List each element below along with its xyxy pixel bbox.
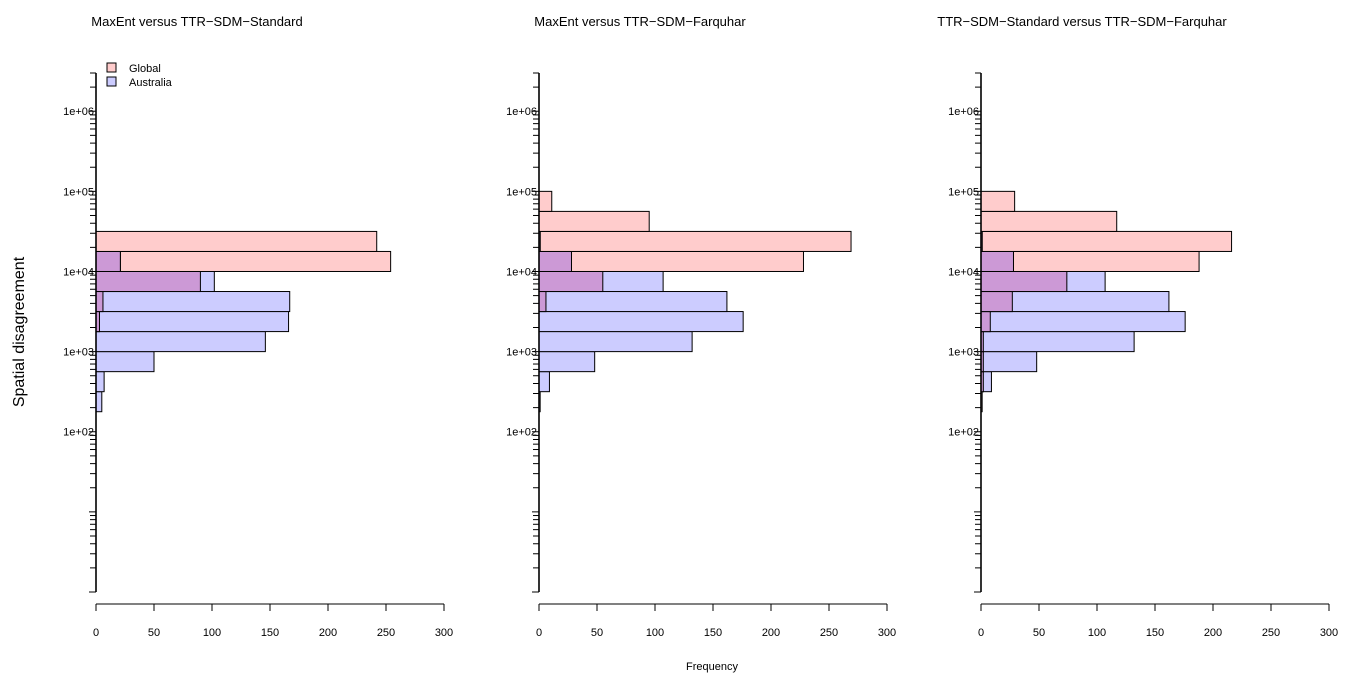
x-tick-label: 250 bbox=[1262, 627, 1280, 639]
x-tick-label: 50 bbox=[1033, 627, 1045, 639]
legend-label-australia: Australia bbox=[129, 77, 173, 89]
legend-swatch-australia bbox=[106, 76, 117, 87]
panel-title: MaxEnt versus TTR−SDM−Standard bbox=[91, 14, 302, 29]
bar-global bbox=[980, 190, 1016, 212]
x-tick-label: 150 bbox=[704, 627, 722, 639]
bar-australia bbox=[95, 371, 105, 393]
y-tick-label: 1e+03 bbox=[506, 347, 537, 359]
x-tick-label: 300 bbox=[1320, 627, 1338, 639]
bar-australia bbox=[538, 371, 550, 393]
bar-overlap bbox=[538, 250, 572, 272]
bar-australia bbox=[980, 311, 1186, 333]
bar-australia bbox=[538, 291, 728, 313]
y-tick-label: 1e+05 bbox=[948, 186, 979, 198]
bar-overlap bbox=[95, 291, 104, 313]
panel-maxent-vs-farquhar: MaxEnt versus TTR−SDM−Farquhar 1e+02 1e+03… bbox=[506, 14, 896, 639]
y-tick-label: 1e+06 bbox=[63, 106, 94, 118]
x-tick-label: 100 bbox=[203, 627, 221, 639]
bar-global bbox=[980, 210, 1118, 232]
panel-standard-vs-farquhar: TTR−SDM−Standard versus TTR−SDM−Farquhar… bbox=[937, 14, 1338, 639]
bar-overlap bbox=[538, 291, 547, 313]
x-tick-label: 200 bbox=[1204, 627, 1222, 639]
bar-global bbox=[538, 250, 804, 272]
panel-title: TTR−SDM−Standard versus TTR−SDM−Farquhar bbox=[937, 14, 1227, 29]
y-tick-label: 1e+05 bbox=[63, 186, 94, 198]
x-tick-label: 200 bbox=[762, 627, 780, 639]
y-tick-label: 1e+04 bbox=[948, 266, 979, 278]
bar-australia bbox=[95, 391, 103, 413]
legend-swatch-global bbox=[106, 62, 117, 73]
bar-global bbox=[980, 230, 1233, 252]
bar-global bbox=[538, 190, 553, 212]
panel-maxent-vs-standard: MaxEnt versus TTR−SDM−Standard 1e+02 1e+03… bbox=[63, 14, 453, 639]
x-axis-title: Frequency bbox=[686, 661, 738, 673]
y-tick-label: 1e+02 bbox=[506, 427, 537, 439]
y-tick-label: 1e+03 bbox=[948, 347, 979, 359]
y-tick-label: 1e+05 bbox=[506, 186, 537, 198]
bar-australia bbox=[95, 331, 266, 353]
bar-australia bbox=[95, 351, 155, 373]
bar-overlap bbox=[980, 250, 1014, 272]
bar-australia bbox=[538, 351, 596, 373]
x-tick-label: 0 bbox=[536, 627, 542, 639]
x-tick-label: 150 bbox=[1146, 627, 1164, 639]
bar-australia bbox=[538, 331, 693, 353]
bar-global bbox=[538, 210, 650, 232]
bar-overlap bbox=[980, 311, 991, 333]
x-tick-label: 100 bbox=[1088, 627, 1106, 639]
legend: Global Australia bbox=[106, 62, 173, 89]
x-tick-label: 0 bbox=[978, 627, 984, 639]
bar-australia bbox=[980, 331, 1135, 353]
panel-title: MaxEnt versus TTR−SDM−Farquhar bbox=[534, 14, 746, 29]
bar-overlap bbox=[980, 291, 1013, 313]
bar-australia bbox=[95, 291, 291, 313]
y-axis-title: Spatial disagreement bbox=[11, 256, 28, 407]
bar-global bbox=[538, 230, 852, 252]
y-tick-label: 1e+04 bbox=[63, 266, 94, 278]
legend-label-global: Global bbox=[129, 63, 161, 75]
x-tick-label: 0 bbox=[93, 627, 99, 639]
x-tick-label: 300 bbox=[435, 627, 453, 639]
bar-overlap bbox=[980, 270, 1068, 293]
bar-australia bbox=[538, 311, 744, 333]
bar-australia bbox=[980, 351, 1038, 373]
x-tick-label: 200 bbox=[319, 627, 337, 639]
y-tick-label: 1e+06 bbox=[506, 106, 537, 118]
x-tick-label: 250 bbox=[820, 627, 838, 639]
x-tick-label: 50 bbox=[148, 627, 160, 639]
x-tick-label: 300 bbox=[878, 627, 896, 639]
x-tick-label: 150 bbox=[261, 627, 279, 639]
y-tick-label: 1e+02 bbox=[63, 427, 94, 439]
bar-overlap bbox=[95, 270, 201, 293]
x-tick-label: 250 bbox=[377, 627, 395, 639]
y-tick-label: 1e+03 bbox=[63, 347, 94, 359]
x-tick-label: 100 bbox=[646, 627, 664, 639]
bar-global bbox=[95, 230, 378, 252]
bar-global bbox=[95, 250, 392, 272]
bar-overlap bbox=[95, 250, 121, 272]
y-tick-label: 1e+04 bbox=[506, 266, 537, 278]
bar-overlap bbox=[538, 270, 604, 293]
bar-australia bbox=[95, 311, 290, 333]
y-tick-label: 1e+06 bbox=[948, 106, 979, 118]
y-tick-label: 1e+02 bbox=[948, 427, 979, 439]
x-tick-label: 50 bbox=[591, 627, 603, 639]
